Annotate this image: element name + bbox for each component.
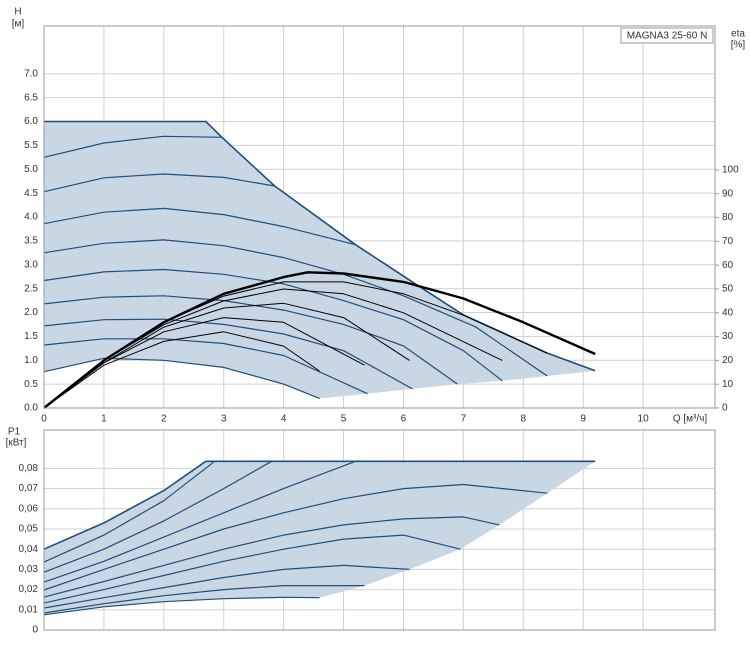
y-tick-label: 0,01 — [19, 604, 39, 615]
curve — [43, 207, 356, 246]
curve — [43, 460, 596, 550]
x-axis-label: Q [м³/ч] — [673, 414, 708, 425]
curve — [43, 338, 368, 395]
curve — [43, 585, 365, 614]
curve — [43, 357, 320, 399]
y-tick-label: 0,03 — [19, 564, 39, 575]
curve — [43, 173, 275, 193]
efficiency-curve — [43, 317, 365, 409]
y-tick-label: 6.0 — [24, 116, 38, 127]
y-tick-label: 0,06 — [19, 503, 39, 514]
y2-axis-label: eta — [731, 29, 745, 40]
y-tick-label: 4.5 — [24, 188, 38, 199]
efficiency-curve — [43, 288, 503, 409]
curve — [43, 239, 548, 377]
x-tick-label: 2 — [161, 414, 167, 425]
curve — [43, 135, 222, 158]
curve — [43, 268, 503, 382]
curve — [43, 318, 413, 390]
x-tick-label: 9 — [580, 414, 586, 425]
curve — [43, 460, 356, 583]
y2-tick-label: 50 — [722, 284, 734, 295]
x-tick-label: 6 — [401, 414, 407, 425]
x-tick-label: 8 — [521, 414, 527, 425]
y-tick-label: 4.0 — [24, 212, 38, 223]
x-tick-label: 3 — [221, 414, 227, 425]
y-tick-label: 0.5 — [24, 379, 38, 390]
plot-frame — [43, 25, 716, 409]
x-tick-label: 5 — [341, 414, 347, 425]
efficiency-curve — [43, 331, 320, 409]
curve — [43, 483, 548, 591]
shaded-area — [44, 461, 596, 615]
y-axis-label: P1 — [8, 427, 21, 438]
curve — [43, 460, 216, 563]
curve — [43, 534, 461, 604]
y-tick-label: 1.0 — [24, 355, 38, 366]
curve — [43, 516, 500, 598]
shaded-area — [44, 121, 596, 399]
y-tick-label: 2.0 — [24, 307, 38, 318]
plot-frame — [43, 429, 716, 631]
x-tick-label: 10 — [638, 414, 650, 425]
y2-tick-label: 30 — [722, 331, 734, 342]
y-axis-unit: [м] — [12, 19, 25, 30]
y-tick-label: 6.5 — [24, 92, 38, 103]
y-tick-label: 0.0 — [24, 403, 38, 414]
x-tick-label: 4 — [281, 414, 287, 425]
y-tick-label: 5.0 — [24, 164, 38, 175]
y2-tick-label: 70 — [722, 236, 734, 247]
y-tick-label: 7.0 — [24, 68, 38, 79]
y2-axis-unit: [%] — [731, 40, 746, 51]
model-label: MAGNA3 25-60 N — [627, 31, 708, 42]
y-tick-label: 3.0 — [24, 259, 38, 270]
y-axis-label: H — [14, 7, 21, 18]
y2-tick-label: 40 — [722, 307, 734, 318]
curve — [43, 596, 320, 616]
y2-tick-label: 0 — [722, 403, 728, 414]
curve — [43, 460, 272, 573]
y2-tick-label: 80 — [722, 212, 734, 223]
x-tick-label: 7 — [461, 414, 467, 425]
y-tick-label: 0,07 — [19, 483, 39, 494]
y-tick-label: 0,05 — [19, 524, 39, 535]
y-tick-label: 2.5 — [24, 283, 38, 294]
y-tick-label: 5.5 — [24, 140, 38, 151]
y2-tick-label: 20 — [722, 355, 734, 366]
y-tick-label: 3.5 — [24, 236, 38, 247]
y2-tick-label: 100 — [722, 165, 739, 176]
y-tick-label: 0 — [32, 625, 38, 636]
x-tick-label: 0 — [41, 414, 47, 425]
efficiency-curve — [43, 281, 548, 409]
y2-tick-label: 60 — [722, 260, 734, 271]
y-tick-label: 0,08 — [19, 463, 39, 474]
model-box — [620, 27, 714, 44]
y-tick-label: 0,04 — [19, 544, 39, 555]
curve — [43, 564, 410, 609]
y2-tick-label: 10 — [722, 379, 734, 390]
y-tick-label: 0,02 — [19, 584, 39, 595]
y2-tick-label: 90 — [722, 188, 734, 199]
x-tick-label: 1 — [101, 414, 107, 425]
y-tick-label: 1.5 — [24, 331, 38, 342]
y-axis-unit: [кВт] — [6, 438, 27, 449]
